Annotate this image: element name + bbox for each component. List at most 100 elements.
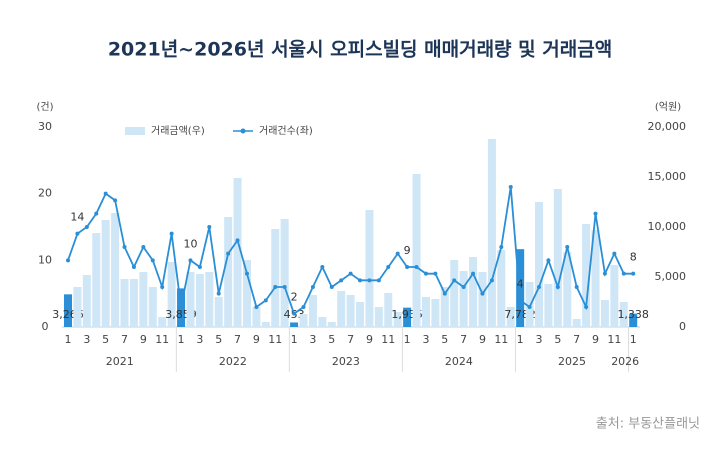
point bbox=[339, 278, 344, 283]
x-tick-label: 7 bbox=[573, 333, 580, 346]
year-label: 2022 bbox=[219, 355, 247, 368]
point bbox=[584, 305, 589, 309]
bar bbox=[195, 274, 204, 327]
bar bbox=[167, 262, 176, 327]
point bbox=[273, 285, 278, 289]
bar bbox=[224, 217, 233, 327]
point bbox=[593, 211, 598, 216]
bar bbox=[440, 287, 449, 327]
bar bbox=[205, 272, 214, 327]
point bbox=[612, 251, 617, 256]
bar bbox=[82, 275, 91, 327]
bar-value-label: 1,338 bbox=[617, 308, 649, 321]
bar bbox=[158, 317, 167, 327]
bar bbox=[450, 260, 459, 327]
point bbox=[113, 198, 118, 203]
x-tick-label: 5 bbox=[441, 333, 448, 346]
bar bbox=[101, 220, 110, 327]
point bbox=[310, 285, 315, 289]
bar bbox=[553, 189, 562, 327]
point bbox=[141, 245, 146, 249]
bar bbox=[327, 322, 336, 327]
point bbox=[66, 258, 70, 263]
x-tick-label: 9 bbox=[253, 333, 260, 346]
point bbox=[244, 271, 249, 276]
x-tick-label: 1 bbox=[517, 333, 524, 346]
point bbox=[254, 305, 259, 309]
bar bbox=[318, 317, 327, 327]
x-tick-label: 7 bbox=[121, 333, 128, 346]
point bbox=[329, 285, 334, 289]
bar bbox=[356, 302, 365, 327]
x-tick-label: 7 bbox=[460, 333, 467, 346]
x-tick-label: 1 bbox=[404, 333, 411, 346]
bar bbox=[129, 279, 138, 327]
bar bbox=[120, 279, 129, 327]
bar bbox=[73, 287, 82, 327]
x-tick-label: 9 bbox=[479, 333, 486, 346]
x-tick-label: 7 bbox=[234, 333, 241, 346]
point bbox=[574, 285, 579, 289]
bar bbox=[421, 297, 430, 327]
bar bbox=[308, 295, 317, 327]
bar bbox=[610, 265, 619, 327]
point bbox=[348, 271, 353, 276]
bar bbox=[431, 299, 440, 327]
bar bbox=[506, 307, 515, 327]
bar bbox=[337, 291, 346, 327]
bar bbox=[346, 295, 355, 327]
bar bbox=[516, 249, 525, 327]
bar bbox=[619, 302, 628, 327]
bar bbox=[290, 322, 299, 327]
bar bbox=[563, 252, 572, 327]
y-axis-label: (건) bbox=[36, 101, 53, 113]
point bbox=[207, 225, 212, 229]
point bbox=[555, 285, 560, 289]
point bbox=[433, 271, 438, 276]
point bbox=[480, 291, 485, 296]
x-tick-label: 5 bbox=[328, 333, 335, 346]
bar bbox=[591, 230, 600, 327]
point bbox=[216, 291, 221, 296]
bar bbox=[214, 297, 223, 327]
bar bbox=[261, 322, 270, 327]
x-tick-label: 3 bbox=[309, 333, 316, 346]
bar bbox=[535, 202, 543, 327]
x-tick-label: 1 bbox=[291, 333, 298, 346]
x-tick-label: 3 bbox=[536, 333, 543, 346]
point bbox=[386, 265, 391, 269]
x-tick-label: 1 bbox=[178, 333, 185, 346]
y2-tick-label: 5,000 bbox=[655, 270, 687, 283]
point bbox=[188, 258, 193, 263]
x-tick-label: 1 bbox=[630, 333, 637, 346]
bar bbox=[92, 233, 101, 327]
bar bbox=[186, 272, 195, 327]
point bbox=[282, 285, 287, 289]
x-tick-label: 5 bbox=[554, 333, 561, 346]
bar bbox=[280, 219, 289, 327]
point bbox=[631, 271, 636, 276]
y2-tick-label: 15,000 bbox=[648, 170, 687, 183]
x-tick-label: 3 bbox=[83, 333, 90, 346]
point bbox=[84, 225, 89, 229]
y2-axis-label: (억원) bbox=[655, 101, 681, 113]
y2-tick-label: 0 bbox=[679, 320, 686, 333]
point bbox=[395, 251, 400, 256]
point bbox=[94, 211, 99, 216]
point bbox=[301, 305, 306, 309]
bar bbox=[233, 178, 242, 327]
point-value-label: 10 bbox=[183, 237, 197, 250]
bar bbox=[572, 319, 581, 327]
x-tick-label: 11 bbox=[607, 333, 621, 346]
year-label: 2026 bbox=[611, 355, 639, 368]
x-tick-label: 1 bbox=[65, 333, 72, 346]
point bbox=[376, 278, 381, 283]
point-value-label: 8 bbox=[630, 251, 637, 264]
bar bbox=[478, 272, 487, 327]
point bbox=[320, 265, 325, 269]
point-value-label: 4 bbox=[517, 277, 524, 290]
point bbox=[131, 265, 136, 269]
y-tick-label: 10 bbox=[38, 253, 52, 266]
point bbox=[423, 271, 428, 276]
x-tick-label: 7 bbox=[347, 333, 354, 346]
